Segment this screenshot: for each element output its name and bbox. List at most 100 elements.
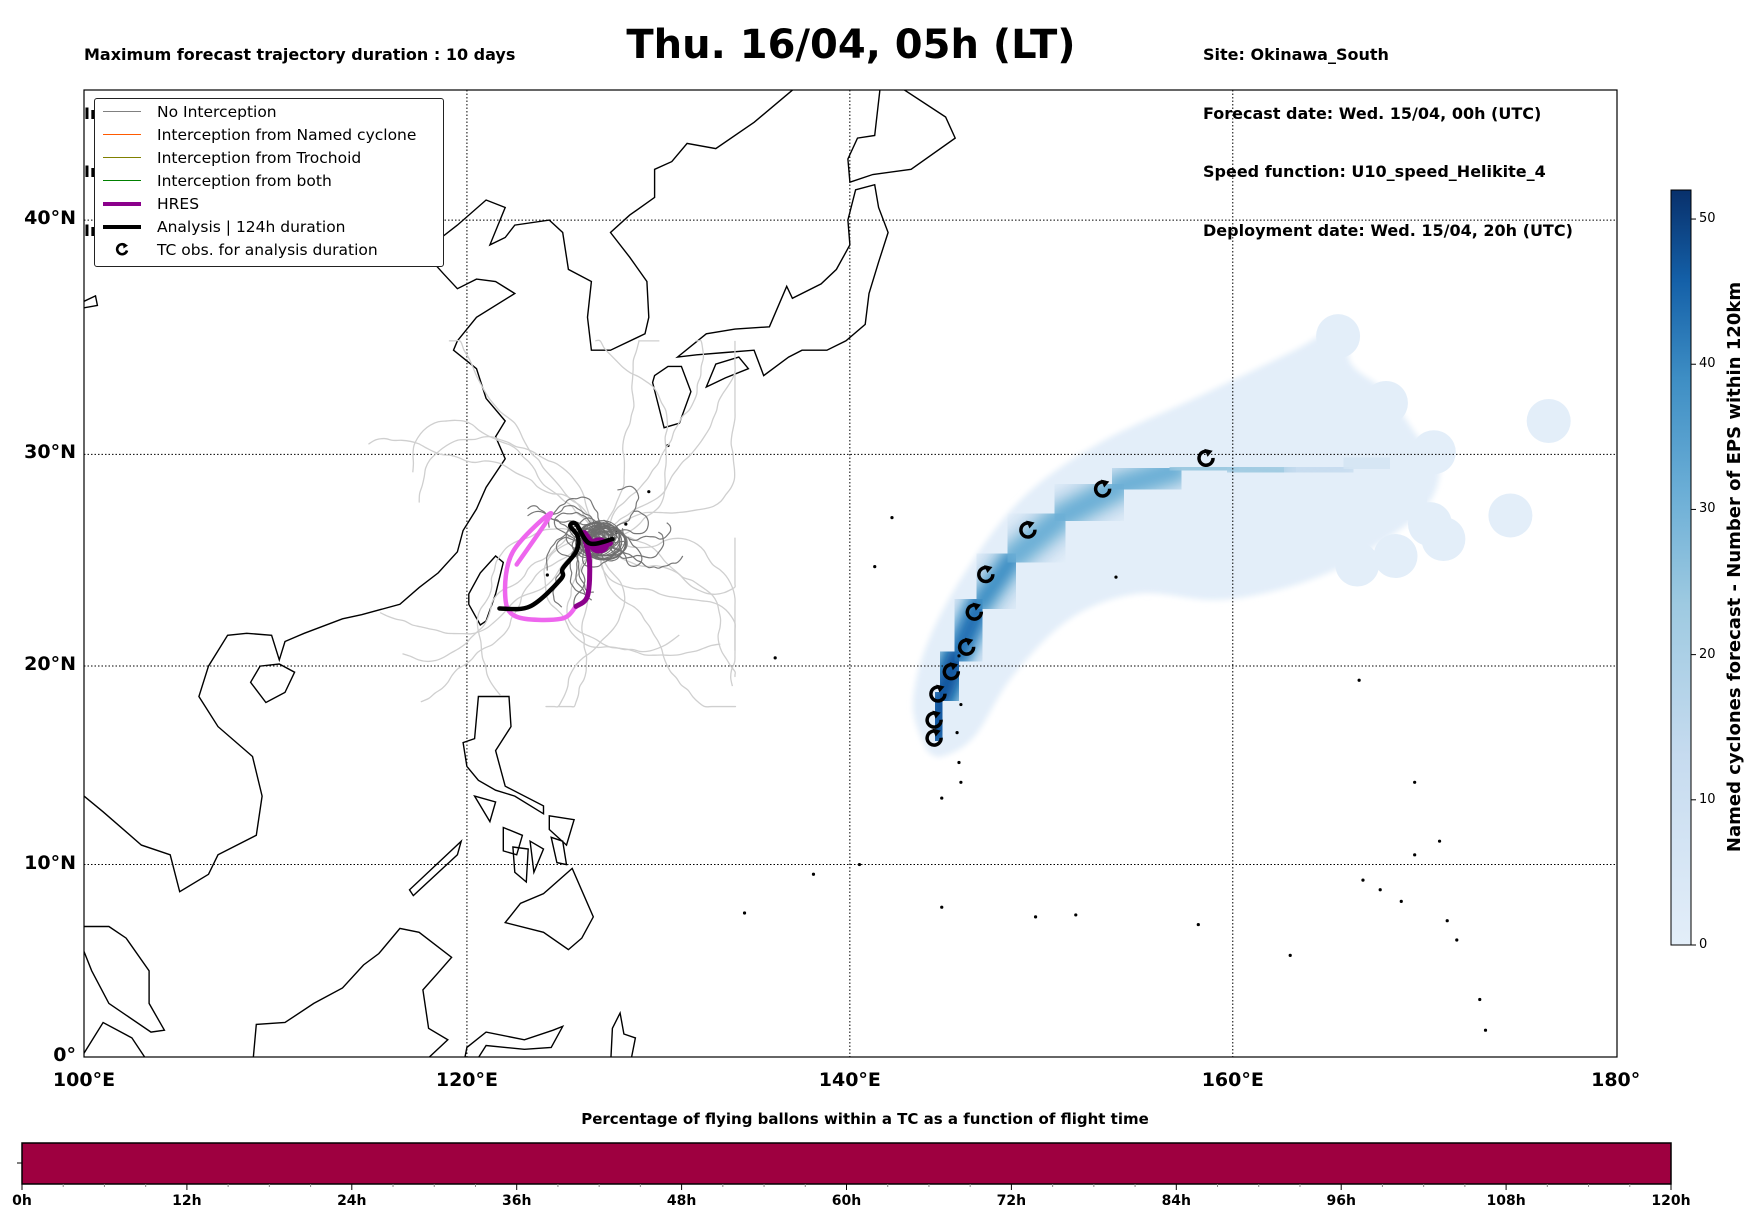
legend-label: Interception from Trochoid — [157, 148, 362, 167]
header-forecast-date: Forecast date: Wed. 15/04, 00h (UTC) — [1203, 103, 1542, 123]
eps-outlier-blob — [1421, 517, 1466, 562]
coastline-palawan — [408, 838, 463, 897]
coastline-malay — [84, 925, 166, 1033]
cyclone-symbol-arrowhead — [964, 637, 974, 646]
trajectory-light — [606, 371, 736, 532]
cyclone-symbol-arrowhead — [984, 565, 993, 574]
flight-time-tick-label: 48h — [666, 1193, 697, 1209]
colorbar-tick-label: 20 — [1699, 646, 1716, 662]
coastline-mindoro — [473, 794, 497, 824]
cyclone-symbol-arrowhead — [1100, 479, 1110, 488]
coastline-hainan — [249, 663, 296, 704]
cyclone-symbol-icon — [965, 602, 984, 621]
flight-time-tick-label: 0h — [12, 1193, 32, 1209]
island-dot — [1357, 678, 1361, 682]
cyclone-symbol-arc — [929, 685, 947, 703]
island-dot — [1437, 839, 1442, 843]
lon-tick-label: 100°E — [52, 1069, 116, 1091]
lon-tick-label: 160°E — [1201, 1069, 1264, 1091]
trajectory-light — [476, 527, 595, 696]
legend-label: Interception from Named cyclone — [157, 125, 417, 144]
island-dot — [1483, 1028, 1488, 1032]
legend-line — [103, 157, 141, 158]
legend-label: TC obs. for analysis duration — [157, 240, 378, 259]
legend-item-named-cyclone: Interception from Named cyclone — [95, 123, 416, 146]
colorbar-tick-label: 0 — [1699, 937, 1708, 952]
cyclone-symbol-arc — [1093, 480, 1112, 498]
trajectory-light — [600, 535, 737, 708]
header-max-duration: Maximum forecast trajectory duration : 1… — [84, 45, 516, 64]
island-dot — [1378, 888, 1382, 892]
cyclone-symbol-icon — [957, 637, 976, 656]
map-frame — [83, 89, 1618, 1058]
legend-line — [103, 201, 141, 206]
island-dot — [1074, 913, 1078, 917]
legend-label: HRES — [157, 194, 200, 213]
trajectory-light — [412, 419, 593, 533]
coastline-samar — [548, 814, 576, 847]
cyclone-symbol-arrowhead — [932, 728, 941, 737]
flight-time-tick-label: 36h — [501, 1193, 532, 1209]
lon-tick-label: 180° — [1591, 1069, 1641, 1091]
trajectory-light — [592, 531, 736, 651]
cyclone-symbol-icon — [103, 242, 141, 258]
cyclone-symbol-arc — [965, 603, 984, 621]
flight-time-tick-label: 24h — [337, 1193, 367, 1209]
eps-outlier-blob — [1335, 542, 1380, 587]
coastline-qinghai — [84, 294, 99, 309]
legend-line — [103, 180, 141, 181]
island-dot — [545, 573, 549, 577]
coastline-honshu — [675, 183, 889, 377]
eps-outlier-blob — [1488, 493, 1533, 538]
header-right-info: Site: Okinawa_South Forecast date: Wed. … — [1203, 6, 1573, 260]
trajectory-light — [602, 340, 660, 534]
colorbar-tick-label: 50 — [1699, 211, 1716, 227]
flight-time-tick-label: 108h — [1486, 1193, 1526, 1209]
coastline-kyushu — [651, 365, 692, 429]
eps-density-segment — [1223, 458, 1300, 482]
lat-tick-label: 10°N — [24, 851, 76, 874]
island-dot — [1455, 938, 1459, 942]
eps-outlier-blob — [1411, 430, 1456, 475]
cyclone-symbol-icon — [942, 662, 961, 681]
island-dot — [742, 911, 747, 915]
cyclone-symbol-arc — [942, 662, 961, 681]
flight-time-tick-label: 96h — [1326, 1193, 1356, 1209]
coastlines — [84, 90, 1488, 1057]
trajectory-light — [402, 529, 602, 663]
island-dot — [647, 490, 651, 494]
trajectory-no-interception — [553, 511, 601, 542]
colorbar — [1670, 189, 1692, 946]
coastline-luzon — [462, 695, 545, 816]
trajectory-light — [595, 339, 669, 541]
cyclone-symbol-icon — [925, 728, 943, 747]
cyclone-symbol-icon — [929, 684, 947, 703]
island-dot — [957, 654, 961, 658]
flight-time-tick-label: 60h — [831, 1193, 862, 1209]
legend-label: Analysis | 124h duration — [157, 217, 346, 236]
coastline-cebu — [529, 839, 545, 876]
colorbar-tick-label: 10 — [1699, 791, 1716, 807]
flight-time-title: Percentage of flying ballons within a TC… — [581, 1110, 1149, 1128]
lon-tick-label: 140°E — [818, 1069, 881, 1091]
island-dot — [955, 731, 959, 735]
legend: No Interception Interception from Named … — [94, 98, 444, 267]
cyclone-symbol-arc — [925, 711, 943, 729]
cyclone-symbol-arrowhead — [949, 662, 958, 671]
island-dot — [959, 702, 963, 707]
island-dot — [959, 780, 963, 784]
coastline-borneo — [252, 927, 453, 1057]
cyclone-symbol-arrowhead — [932, 710, 941, 719]
page-title: Thu. 16/04, 05h (LT) — [626, 22, 1076, 68]
island-dot — [940, 796, 944, 800]
legend-label: No Interception — [157, 102, 277, 121]
colorbar-label: Named cyclones forecast - Number of EPS … — [1724, 281, 1745, 853]
cyclone-symbol-arc — [925, 729, 943, 747]
legend-line — [103, 111, 141, 112]
trajectory-no-interception — [601, 522, 672, 541]
hres-track-early — [502, 511, 579, 623]
trajectory-light — [420, 530, 601, 703]
tracks — [497, 511, 615, 623]
eps-envelope — [913, 326, 1440, 758]
eps-density-segment — [971, 549, 1022, 614]
